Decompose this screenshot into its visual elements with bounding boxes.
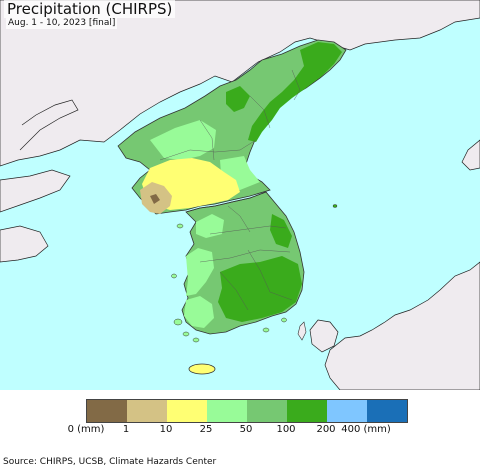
legend-label-3: 25 (199, 424, 213, 435)
nk-center-heavy (226, 86, 250, 112)
japan-land (324, 261, 480, 390)
source-credit: Source: CHIRPS, UCSB, Climate Hazards Ce… (3, 457, 217, 467)
jeju-island (188, 363, 216, 375)
sk-heavy-south (218, 256, 302, 322)
precipitation-map (0, 0, 480, 390)
tsushima (297, 321, 307, 341)
legend-label-5: 100 (276, 424, 296, 435)
legend-label-2: 10 (159, 424, 173, 435)
legend-swatch-5 (287, 400, 327, 422)
province-lines (159, 69, 301, 311)
legend-label-0: 0 (mm) (67, 424, 105, 435)
islands (171, 223, 287, 343)
map-title: Precipitation (CHIRPS) (4, 0, 176, 18)
legend-swatch-3 (207, 400, 247, 422)
japan-north (461, 139, 480, 171)
ulleungdo (332, 204, 338, 208)
legend-label-1: 1 (122, 424, 130, 435)
nk-light-patch (150, 120, 216, 160)
legend-label-7: 400 (mm) (341, 424, 391, 435)
legend-swatch-7 (367, 400, 407, 422)
nk-brown-spot (150, 194, 160, 204)
sk-light-nw (196, 214, 224, 238)
legend-swatch-6 (327, 400, 367, 422)
map-subtitle: Aug. 1 - 10, 2023 [final] (6, 18, 118, 29)
legend-swatch-2 (167, 400, 207, 422)
china-coast-west (0, 169, 71, 213)
dmz-line (185, 191, 267, 213)
sk-heavy-east (270, 214, 292, 248)
legend-colorbar (86, 399, 408, 423)
china-land (0, 0, 480, 167)
sk-light-west (186, 248, 214, 296)
legend-label-4: 50 (239, 424, 253, 435)
legend-swatch-0 (87, 400, 127, 422)
legend-labels: 0 (mm) 1 10 25 50 100 200 400 (mm) (0, 424, 480, 438)
nk-east-heavy (248, 42, 342, 142)
sk-light-southwest (184, 296, 214, 328)
legend-swatch-4 (247, 400, 287, 422)
legend-swatch-1 (127, 400, 167, 422)
shandong-area (0, 225, 49, 263)
kyushu (309, 319, 339, 353)
legend-label-6: 200 (316, 424, 336, 435)
bohai-coast (19, 99, 79, 151)
